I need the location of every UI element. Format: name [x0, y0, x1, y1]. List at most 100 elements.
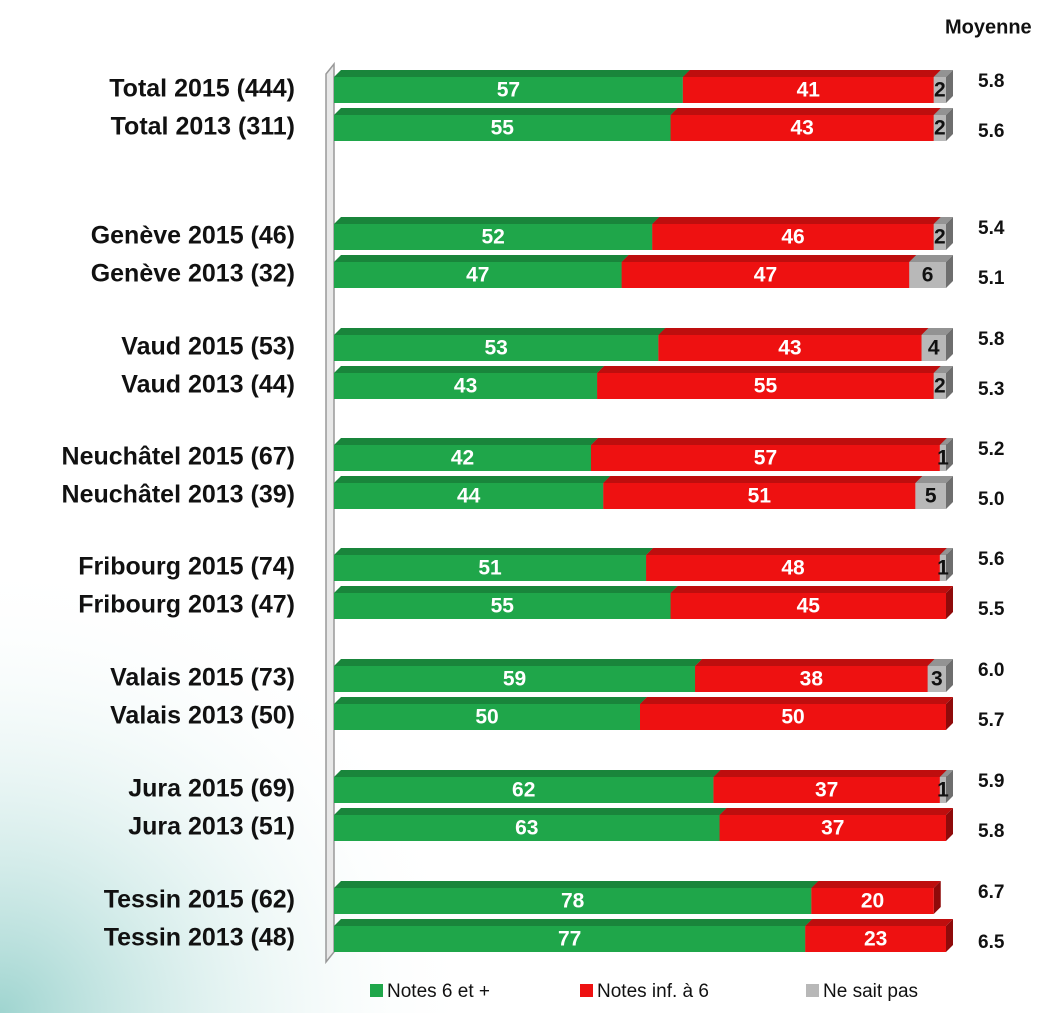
bar-segment: [652, 217, 941, 250]
bar-front: [334, 593, 671, 619]
legend-label: Notes inf. à 6: [597, 981, 709, 1002]
bar-front: [719, 815, 946, 841]
bar-side: [946, 70, 953, 103]
bar-front: [334, 373, 598, 399]
average-title: Moyenne: [945, 16, 1032, 38]
category-label: Tessin 2013 (48): [104, 924, 295, 952]
bar-top: [334, 255, 629, 262]
bar-top: [933, 217, 953, 224]
category-label: Valais 2013 (50): [110, 702, 295, 730]
category-label: Neuchâtel 2013 (39): [62, 481, 295, 509]
segment-label: 43: [454, 375, 477, 398]
bar-top: [597, 366, 941, 373]
segment-label: 48: [781, 557, 805, 580]
segment-label: 20: [861, 890, 884, 913]
bar-top: [805, 919, 953, 926]
segment-label: 51: [748, 485, 772, 508]
category-label: Tessin 2015 (62): [104, 886, 295, 914]
average-label: 6.5: [978, 932, 1005, 953]
bar-top: [933, 108, 953, 115]
segment-label: 23: [864, 928, 887, 951]
bar-segment: [670, 586, 953, 619]
bar-top: [334, 881, 819, 888]
bar-top: [652, 217, 941, 224]
bar-top: [915, 476, 953, 483]
bar-segment: [334, 548, 654, 581]
bar-front: [621, 262, 910, 288]
bar-top: [640, 697, 953, 704]
segment-label: 50: [781, 706, 804, 729]
legend-label: Ne sait pas: [823, 981, 918, 1002]
average-label: 5.9: [978, 771, 1004, 792]
bar-segment: [658, 328, 929, 361]
bar-front: [652, 224, 934, 250]
bar-top: [334, 919, 813, 926]
segment-label: 1: [937, 447, 949, 470]
segment-label: 55: [491, 117, 515, 140]
average-label: 5.2: [978, 439, 1004, 460]
bar-front: [591, 445, 940, 471]
bar-top: [658, 328, 929, 335]
bar-segment: [334, 328, 666, 361]
segment-label: 63: [515, 817, 538, 840]
category-label: Genève 2015 (46): [91, 222, 295, 250]
bar-front: [939, 445, 946, 471]
average-label: 5.6: [978, 549, 1004, 570]
bar-segment: [621, 255, 917, 288]
bar-front: [939, 555, 946, 581]
average-label: 5.8: [978, 329, 1004, 350]
bar-front: [670, 593, 946, 619]
bar-segment: [921, 328, 953, 361]
bar-top: [719, 808, 953, 815]
bar-front: [334, 262, 622, 288]
bar-top: [670, 108, 941, 115]
bar-segment: [933, 366, 953, 399]
bar-segment: [933, 70, 953, 103]
segment-label: 42: [451, 447, 474, 470]
bar-top: [939, 438, 953, 445]
bar-front: [811, 888, 934, 914]
average-label: 6.7: [978, 882, 1004, 903]
category-label: Fribourg 2015 (74): [78, 553, 295, 581]
bar-front: [640, 704, 946, 730]
bar-segment: [805, 919, 953, 952]
bar-top: [334, 548, 654, 555]
bar-top: [334, 366, 605, 373]
segment-label: 45: [797, 595, 821, 618]
bar-segment: [713, 770, 947, 803]
segment-label: 47: [754, 264, 777, 287]
bar-front: [334, 777, 714, 803]
bar-front: [921, 335, 946, 361]
bar-front: [334, 704, 640, 730]
bar-top: [909, 255, 953, 262]
axis-wall: [325, 61, 335, 965]
bar-front: [933, 373, 946, 399]
bar-front: [909, 262, 946, 288]
segment-label: 38: [800, 668, 824, 691]
bar-segment: [695, 659, 935, 692]
bar-segment: [939, 438, 953, 471]
segment-label: 4: [928, 337, 940, 360]
segment-label: 46: [781, 226, 804, 249]
segment-label: 1: [937, 779, 949, 802]
average-label: 5.5: [978, 599, 1005, 620]
average-label: 5.3: [978, 379, 1004, 400]
bar-segment: [334, 476, 611, 509]
bar-front: [927, 666, 946, 692]
bar-segment: [640, 697, 953, 730]
bar-top: [334, 770, 721, 777]
bar-top: [682, 70, 941, 77]
average-label: 5.7: [978, 710, 1004, 731]
segment-label: 6: [922, 264, 934, 287]
average-label: 5.8: [978, 71, 1004, 92]
bar-side: [946, 476, 953, 509]
bar-segment: [334, 438, 599, 471]
segment-label: 43: [791, 117, 814, 140]
bar-front: [334, 224, 653, 250]
bar-side: [946, 438, 953, 471]
segment-label: 47: [466, 264, 489, 287]
segment-label: 57: [497, 79, 520, 102]
bar-top: [334, 697, 647, 704]
bar-side: [946, 919, 953, 952]
bar-segment: [334, 881, 819, 914]
